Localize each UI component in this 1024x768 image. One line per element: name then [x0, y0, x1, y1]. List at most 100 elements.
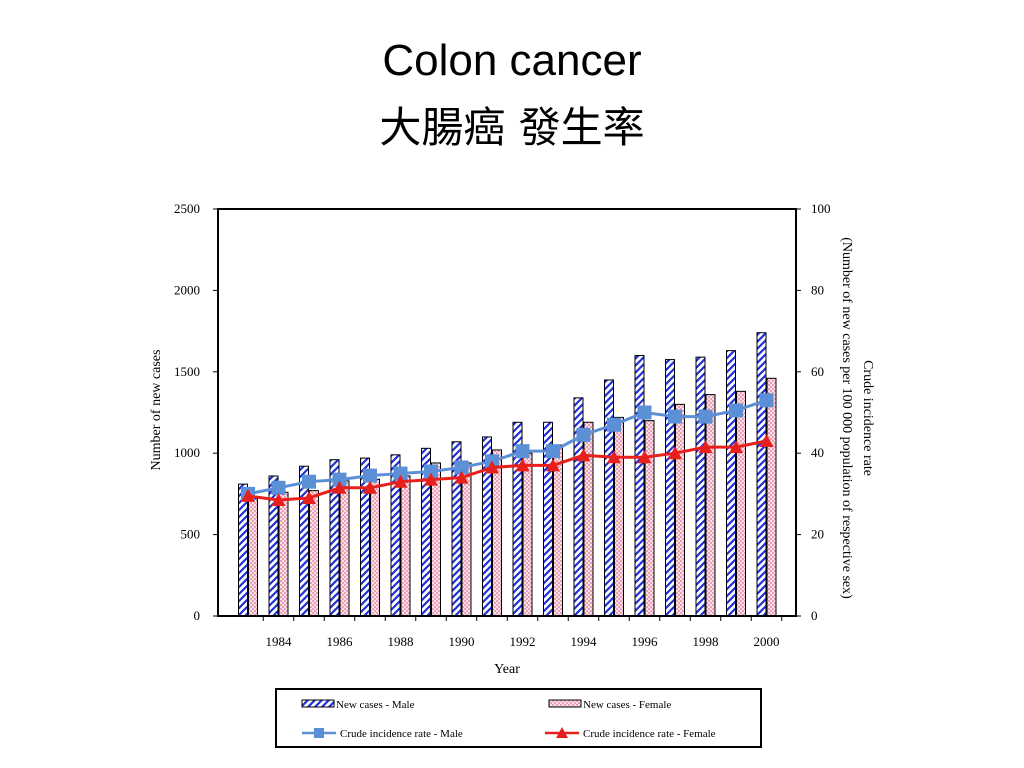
x-tick-label-2000: 2000 — [754, 634, 780, 649]
marker-female-1988 — [393, 474, 408, 488]
bar-female-1988 — [400, 475, 411, 617]
legend-label-male-bar: New cases - Male — [336, 699, 415, 711]
right-y-axis: 0 20 40 60 80 100 — [796, 201, 831, 623]
marker-female-1984 — [271, 493, 286, 507]
legend-frame — [275, 688, 762, 748]
marker-female-1994 — [576, 448, 591, 462]
right-tick-label-20: 20 — [811, 527, 824, 542]
x-tick-label-1998: 1998 — [693, 634, 719, 649]
right-axis-title-line1: Crude incidence rate — [860, 360, 875, 476]
right-tick-label-0: 0 — [811, 608, 818, 623]
x-axis-title: Year — [494, 662, 520, 677]
legend-label-male-line: Crude incidence rate - Male — [340, 728, 463, 740]
bar-female-1998 — [705, 394, 716, 617]
bar-female-1985 — [309, 490, 319, 617]
legend-marker-male — [314, 728, 324, 738]
left-tick-label-0: 0 — [194, 608, 201, 623]
legend-label-female-line: Crude incidence rate - Female — [583, 728, 716, 740]
slide-title: Colon cancer — [382, 36, 642, 85]
bar-female-1997 — [675, 403, 685, 617]
x-tick-label-1990: 1990 — [449, 634, 475, 649]
marker-male-1996 — [637, 405, 652, 420]
marker-male-2000 — [759, 393, 774, 408]
bar-female-1984 — [278, 491, 289, 617]
left-tick-label-1000: 1000 — [174, 445, 200, 460]
left-tick-label-500: 500 — [181, 527, 201, 542]
marker-female-1998 — [698, 440, 713, 454]
bar-male-2000 — [756, 332, 767, 617]
bar-female-1987 — [370, 478, 380, 617]
lines-layer — [241, 393, 774, 507]
bar-male-1985 — [299, 465, 309, 617]
marker-female-2000 — [759, 433, 774, 447]
marker-male-1986 — [332, 472, 347, 487]
bar-female-1996 — [644, 420, 655, 617]
marker-female-1989 — [424, 472, 438, 486]
bar-female-1986 — [339, 480, 350, 617]
marker-male-1984 — [271, 480, 286, 495]
marker-female-1991 — [485, 460, 499, 474]
legend-swatch-female-bar — [548, 699, 582, 708]
marker-female-1985 — [302, 490, 316, 504]
line-rate-male — [247, 398, 767, 496]
marker-male-1989 — [424, 464, 438, 479]
line-rate-female — [247, 439, 767, 502]
legend-marker-female — [556, 727, 568, 738]
marker-male-1993 — [546, 444, 560, 459]
right-axis-title-line2: (Number of new cases per 100 000 populat… — [839, 237, 854, 599]
x-tick-label-1988: 1988 — [388, 634, 414, 649]
bar-female-1992 — [522, 452, 533, 617]
bar-female-1989 — [431, 462, 441, 617]
x-tick-label-1996: 1996 — [632, 634, 659, 649]
legend-label-female-bar: New cases - Female — [583, 699, 671, 711]
marker-male-1998 — [698, 409, 713, 424]
bar-male-1999 — [726, 350, 736, 617]
x-tick-label-1994: 1994 — [571, 634, 598, 649]
bar-male-1995 — [604, 379, 614, 617]
marker-male-1999 — [729, 403, 743, 418]
x-axis: 1984 1986 1988 1990 1992 1994 1996 1998 2000 — [262, 616, 783, 649]
marker-male-1997 — [668, 409, 682, 424]
left-tick-label-1500: 1500 — [174, 364, 200, 379]
marker-female-1997 — [668, 446, 682, 460]
x-tick-label-1986: 1986 — [327, 634, 354, 649]
left-tick-label-2500: 2500 — [174, 201, 200, 216]
marker-male-1995 — [607, 417, 621, 432]
left-y-axis: 0 500 1000 1500 2000 2500 — [174, 201, 218, 623]
right-tick-label-40: 40 — [811, 445, 824, 460]
bar-male-1983 — [238, 483, 248, 617]
marker-female-1990 — [454, 470, 469, 484]
bar-male-1996 — [634, 355, 645, 617]
x-tick-label-1992: 1992 — [510, 634, 536, 649]
marker-female-1995 — [607, 450, 621, 464]
marker-male-1994 — [576, 427, 591, 442]
marker-male-1992 — [515, 444, 530, 459]
marker-male-1985 — [302, 474, 316, 489]
legend: New cases - Male New cases - Female Crud… — [275, 688, 762, 748]
marker-female-1986 — [332, 480, 347, 494]
left-axis-title: Number of new cases — [149, 350, 164, 471]
marker-female-1999 — [729, 440, 743, 454]
marker-female-1992 — [515, 458, 530, 472]
marker-male-1990 — [454, 460, 469, 475]
left-tick-label-2000: 2000 — [174, 282, 200, 297]
bar-male-1997 — [665, 359, 675, 617]
marker-female-1993 — [546, 458, 560, 472]
bar-male-1998 — [695, 356, 706, 617]
bar-female-1990 — [461, 462, 472, 617]
x-tick-label-1984: 1984 — [266, 634, 293, 649]
marker-female-1983 — [241, 488, 255, 502]
bar-female-1991 — [492, 449, 502, 617]
marker-male-1987 — [363, 468, 377, 483]
right-tick-label-100: 100 — [811, 201, 831, 216]
right-tick-label-80: 80 — [811, 282, 824, 297]
marker-female-1996 — [637, 450, 652, 464]
bar-female-2000 — [766, 377, 777, 617]
bar-female-1995 — [614, 416, 624, 617]
bar-female-1999 — [736, 390, 746, 617]
marker-male-1988 — [393, 466, 408, 481]
bar-female-1994 — [583, 421, 594, 617]
slide-subtitle: 大腸癌 發生率 — [379, 103, 645, 152]
bar-female-1983 — [248, 498, 258, 617]
